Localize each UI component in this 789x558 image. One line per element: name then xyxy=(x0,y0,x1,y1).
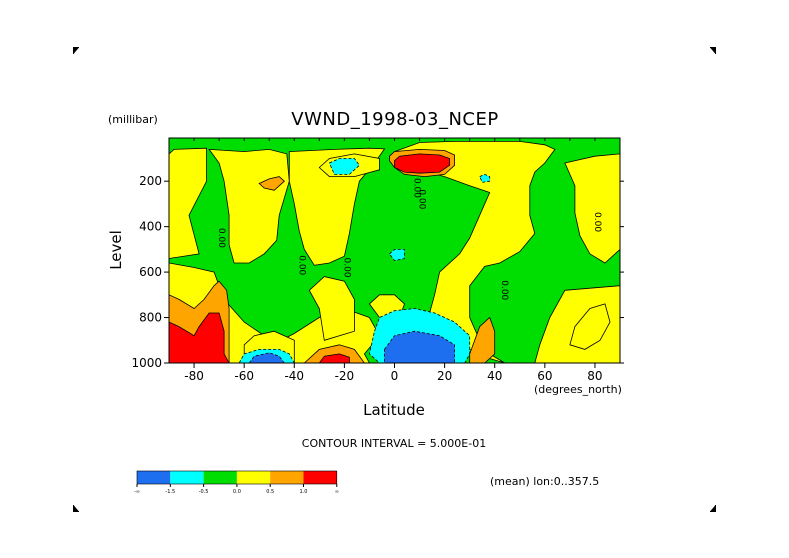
corner-mark-bottom-left xyxy=(73,505,79,512)
contour-fills xyxy=(169,138,620,363)
x-axis-ticks: -80 -60 -40 -20 0 20 40 60 80 xyxy=(168,138,621,383)
contour-label-2: 0.00 xyxy=(341,258,351,278)
contour-region-6 xyxy=(564,153,620,264)
contour-region-24 xyxy=(388,248,405,262)
legend-label: 1.0 xyxy=(300,489,308,495)
y-tick-label: 600 xyxy=(139,265,162,279)
contour-region-16 xyxy=(469,316,496,363)
contour-region-19 xyxy=(394,153,451,174)
x-axis-label: Latitude xyxy=(363,401,425,419)
color-legend: -∞ -1.5 -0.5 0.0 0.5 1.0 ∞ xyxy=(134,470,339,495)
legend-swatch xyxy=(203,471,237,484)
x-tick-label: -40 xyxy=(284,369,304,383)
contour-label-5: 0.00 xyxy=(499,280,509,300)
contour-region-20 xyxy=(318,353,350,363)
legend-frame xyxy=(136,470,338,485)
contour-region-23 xyxy=(328,158,360,175)
y-tick-label: 800 xyxy=(139,311,162,325)
contour-region-12 xyxy=(569,303,611,350)
y-axis-ticks: 200 400 600 800 1000 xyxy=(131,174,624,370)
contour-region-4 xyxy=(288,147,386,266)
legend-label: -∞ xyxy=(134,489,140,495)
x-tick-label: 40 xyxy=(487,369,502,383)
legend-swatch xyxy=(270,471,304,484)
contour-label-6: 0.00 xyxy=(592,212,602,232)
contour-label-4: 0.00 xyxy=(417,189,427,209)
contour-region-8 xyxy=(308,276,355,341)
contour-region-3 xyxy=(208,148,290,264)
contour-region-26 xyxy=(248,352,285,363)
contour-interval-note: CONTOUR INTERVAL = 5.000E-01 xyxy=(302,437,486,450)
legend-end-label: ∞ xyxy=(335,489,339,495)
contour-label-1: 0.00 xyxy=(296,255,306,275)
legend-label: 0.5 xyxy=(266,489,274,495)
legend-swatch xyxy=(303,471,337,484)
legend-label: -1.5 xyxy=(165,489,175,495)
contour-region-5 xyxy=(393,140,620,363)
contour-region-25 xyxy=(479,173,491,183)
corner-mark-top-right xyxy=(710,47,716,54)
y-axis-label: Level xyxy=(107,230,125,270)
corner-mark-bottom-right xyxy=(710,505,716,512)
legend-swatch xyxy=(170,471,204,484)
x-tick-label: 20 xyxy=(437,369,452,383)
x-tick-label: 60 xyxy=(537,369,552,383)
y-tick-label: 1000 xyxy=(131,356,162,370)
contour-label-3: 0.00 xyxy=(412,178,422,198)
legend-swatch xyxy=(137,471,171,484)
legend-label: 0.0 xyxy=(233,489,241,495)
x-tick-label: -20 xyxy=(335,369,355,383)
y-tick-label: 400 xyxy=(139,220,162,234)
x-axis-unit: (degrees_north) xyxy=(534,383,622,396)
x-tick-label: -80 xyxy=(184,369,204,383)
legend-swatch xyxy=(236,471,271,484)
mean-note: (mean) lon:0..357.5 xyxy=(490,475,599,488)
corner-mark-top-left xyxy=(73,47,79,54)
contour-label-0: 0.00 xyxy=(216,228,226,248)
y-axis-unit: (millibar) xyxy=(108,113,158,126)
contour-region-27 xyxy=(384,330,456,363)
contour-region-13 xyxy=(258,176,285,191)
contour-region-2 xyxy=(169,147,208,259)
contour-labels: 0.000.00 0.000.000.000.000.00 xyxy=(216,178,602,301)
x-tick-label: 0 xyxy=(391,369,399,383)
x-tick-label: -60 xyxy=(234,369,254,383)
x-tick-label: 80 xyxy=(587,369,602,383)
chart-title: VWND_1998-03_NCEP xyxy=(291,109,498,130)
contour-region-18 xyxy=(169,312,230,363)
y-tick-label: 200 xyxy=(139,174,162,188)
corner-marks xyxy=(73,47,716,512)
legend-label: -0.5 xyxy=(199,489,209,495)
